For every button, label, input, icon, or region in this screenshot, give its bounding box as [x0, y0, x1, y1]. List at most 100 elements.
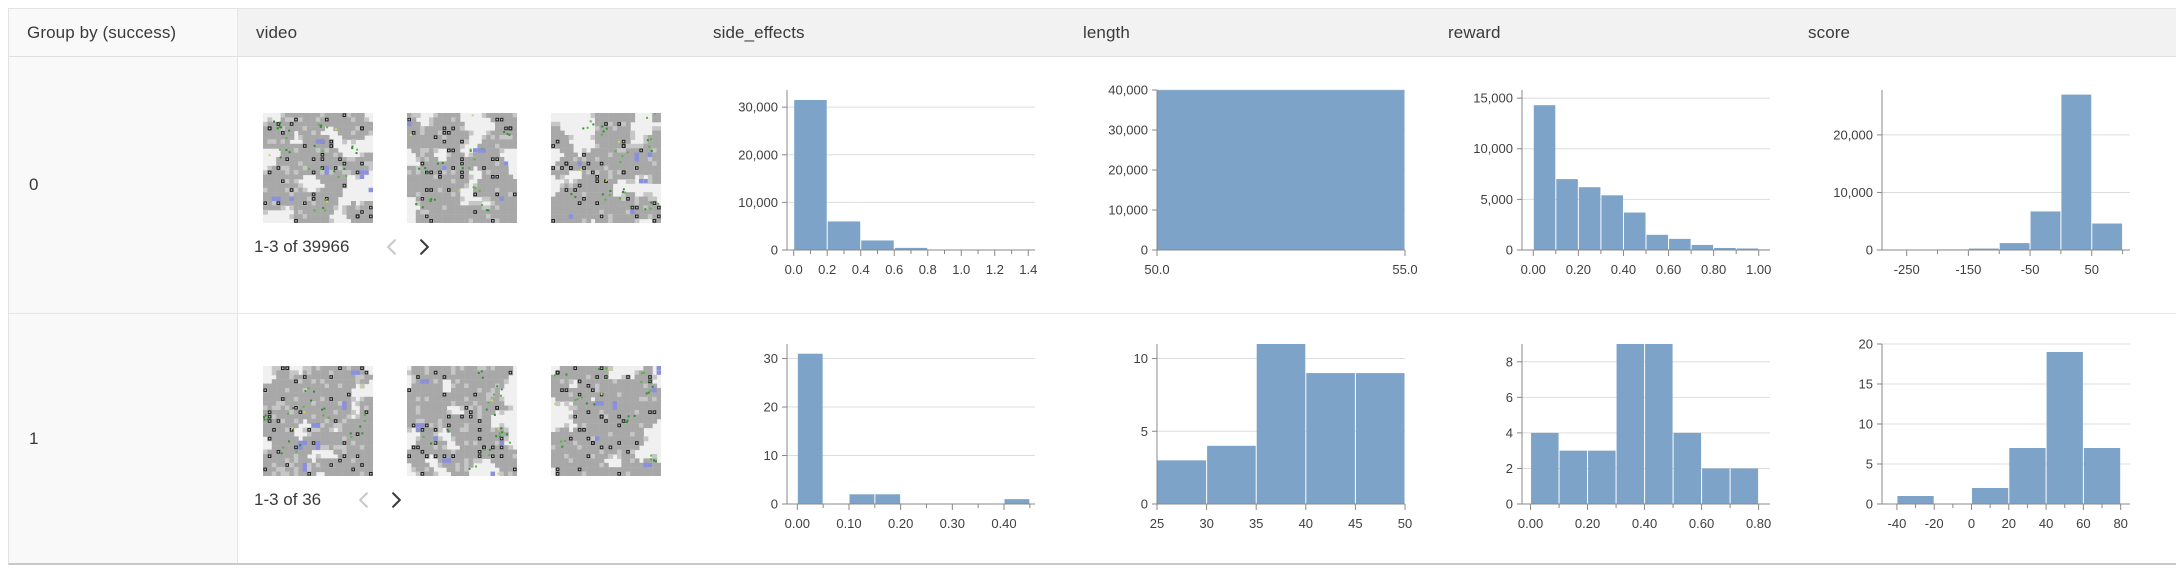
svg-text:5,000: 5,000	[1480, 192, 1513, 207]
svg-text:8: 8	[1506, 354, 1513, 369]
svg-text:30: 30	[764, 351, 778, 366]
column-header-score: score	[1796, 9, 2176, 57]
histogram-cell: 0 10,000 20,000 30,000 40,000 50.0 55.0	[1071, 57, 1436, 314]
svg-text:50.0: 50.0	[1144, 262, 1169, 277]
svg-text:15: 15	[1859, 376, 1873, 391]
histogram-cell: 0 2 4 6 8 0.00 0.20 0.40 0.60 0.80	[1436, 314, 1796, 563]
svg-text:0.60: 0.60	[1689, 516, 1714, 531]
svg-text:1.2: 1.2	[986, 262, 1004, 277]
svg-text:0.10: 0.10	[836, 516, 861, 531]
svg-text:1.00: 1.00	[1746, 262, 1771, 277]
column-header-video: video	[238, 9, 701, 57]
svg-text:10,000: 10,000	[1108, 203, 1148, 218]
svg-text:50: 50	[1398, 516, 1412, 531]
svg-text:0: 0	[1506, 243, 1513, 258]
svg-text:80: 80	[2113, 516, 2127, 531]
video-thumbnail[interactable]	[551, 112, 661, 223]
histogram-side-effects-group1[interactable]: 0 10 20 30 0.00 0.10 0.20 0.30 0.40	[715, 332, 1047, 546]
svg-text:20,000: 20,000	[1108, 163, 1148, 178]
histogram-length-group1[interactable]: 0 5 10 25 30 35 40 45 50	[1085, 332, 1417, 546]
svg-text:0.8: 0.8	[919, 262, 937, 277]
svg-text:6: 6	[1506, 389, 1513, 404]
svg-text:0.60: 0.60	[1656, 262, 1681, 277]
svg-text:20,000: 20,000	[738, 147, 778, 162]
svg-text:0.00: 0.00	[1521, 262, 1546, 277]
svg-text:-40: -40	[1888, 516, 1907, 531]
next-page-icon[interactable]	[390, 491, 403, 509]
video-thumbnail[interactable]	[407, 112, 517, 223]
svg-text:0.20: 0.20	[888, 516, 913, 531]
histogram-cell: 0 10,000 20,000 30,000 0.0 0.2 0.4 0.6 0.8 1.0 1.2…	[701, 57, 1071, 314]
group-value-cell: 1	[9, 314, 238, 563]
svg-text:0.00: 0.00	[785, 516, 810, 531]
svg-text:5: 5	[1141, 423, 1148, 438]
svg-text:1.4: 1.4	[1019, 262, 1037, 277]
svg-text:20: 20	[764, 399, 778, 414]
histogram-length-group0[interactable]: 0 10,000 20,000 30,000 40,000 50.0 55.0	[1085, 78, 1417, 292]
pagination: 1-3 of 36	[254, 489, 403, 511]
column-header-length: length	[1071, 9, 1436, 57]
svg-text:4: 4	[1506, 425, 1513, 440]
svg-text:20: 20	[2002, 516, 2016, 531]
svg-text:0.00: 0.00	[1518, 516, 1543, 531]
histogram-score-group1[interactable]: 0 5 10 15 20 -40 -20 0 20 40 60 80	[1810, 332, 2142, 546]
video-thumbnail[interactable]	[551, 366, 661, 476]
svg-text:15,000: 15,000	[1473, 91, 1513, 106]
next-page-icon[interactable]	[418, 238, 431, 256]
histogram-cell: 0 5 10 15 20 -40 -20 0 20 40 60 80	[1796, 314, 2176, 563]
svg-text:0: 0	[1866, 496, 1873, 511]
svg-text:2: 2	[1506, 460, 1513, 475]
svg-text:50: 50	[2085, 262, 2099, 277]
column-header-reward: reward	[1436, 9, 1796, 57]
svg-text:0: 0	[771, 243, 778, 258]
svg-text:0.40: 0.40	[1611, 262, 1636, 277]
svg-text:35: 35	[1249, 516, 1263, 531]
svg-text:10: 10	[1134, 351, 1148, 366]
histogram-reward-group1[interactable]: 0 2 4 6 8 0.00 0.20 0.40 0.60 0.80	[1450, 332, 1782, 546]
video-cell: 1-3 of 36	[238, 314, 701, 563]
svg-text:10: 10	[1859, 416, 1873, 431]
svg-text:40: 40	[2039, 516, 2053, 531]
svg-text:0: 0	[1866, 243, 1873, 258]
video-cell: 1-3 of 39966	[238, 57, 701, 314]
svg-text:0.40: 0.40	[991, 516, 1016, 531]
histogram-cell: 0 10,000 20,000 -250 -150 -50 50	[1796, 57, 2176, 314]
group-label: 1	[29, 428, 39, 448]
histogram-cell: 0 5 10 25 30 35 40 45 50	[1071, 314, 1436, 563]
svg-text:10,000: 10,000	[1473, 141, 1513, 156]
svg-text:30,000: 30,000	[738, 100, 778, 115]
video-thumbnail[interactable]	[263, 112, 373, 223]
svg-text:0.80: 0.80	[1746, 516, 1771, 531]
svg-text:-20: -20	[1925, 516, 1944, 531]
svg-text:-50: -50	[2021, 262, 2040, 277]
svg-text:0.0: 0.0	[785, 262, 803, 277]
svg-text:10,000: 10,000	[738, 195, 778, 210]
histogram-score-group0[interactable]: 0 10,000 20,000 -250 -150 -50 50	[1810, 78, 2142, 292]
video-thumbnails	[263, 112, 661, 223]
svg-text:0.30: 0.30	[940, 516, 965, 531]
histogram-reward-group0[interactable]: 0 5,000 10,000 15,000 0.00 0.20 0.40 0.60 0.80 1.…	[1450, 78, 1782, 292]
svg-text:0: 0	[1141, 496, 1148, 511]
histogram-cell: 0 5,000 10,000 15,000 0.00 0.20 0.40 0.60 0.80 1.…	[1436, 57, 1796, 314]
previous-page-icon[interactable]	[385, 238, 398, 256]
grouped-runs-table: Group by (success) video side_effects le…	[8, 8, 2176, 565]
column-header-group-by: Group by (success)	[9, 9, 238, 57]
svg-text:0.80: 0.80	[1701, 262, 1726, 277]
histogram-side-effects-group0[interactable]: 0 10,000 20,000 30,000 0.0 0.2 0.4 0.6 0.8 1.0 1.2…	[715, 78, 1047, 292]
video-thumbnail[interactable]	[263, 366, 373, 476]
svg-text:25: 25	[1150, 516, 1164, 531]
previous-page-icon[interactable]	[357, 491, 370, 509]
svg-text:30,000: 30,000	[1108, 123, 1148, 138]
video-thumbnail[interactable]	[407, 366, 517, 476]
column-header-side-effects: side_effects	[701, 9, 1071, 57]
svg-text:10: 10	[764, 448, 778, 463]
group-label: 0	[29, 175, 39, 194]
svg-text:30: 30	[1199, 516, 1213, 531]
svg-text:55.0: 55.0	[1392, 262, 1417, 277]
svg-text:0: 0	[1141, 243, 1148, 258]
svg-text:5: 5	[1866, 456, 1873, 471]
video-thumbnails	[263, 366, 661, 476]
svg-text:1.0: 1.0	[952, 262, 970, 277]
group-value-cell: 0	[9, 57, 238, 314]
svg-text:40: 40	[1299, 516, 1313, 531]
